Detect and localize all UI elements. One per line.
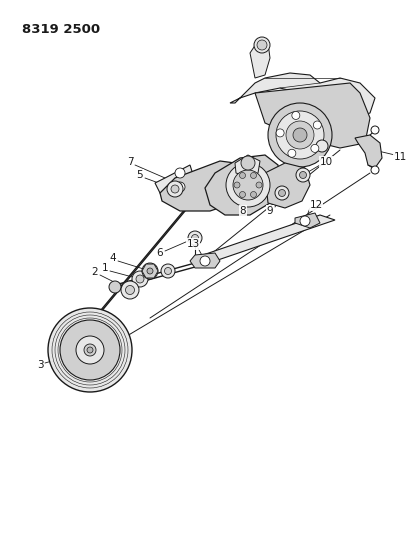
Text: 8: 8	[239, 206, 246, 216]
Polygon shape	[200, 215, 334, 261]
Circle shape	[250, 173, 256, 179]
Circle shape	[200, 256, 209, 266]
Polygon shape	[294, 213, 319, 228]
Text: 1: 1	[101, 263, 108, 273]
Polygon shape	[354, 135, 381, 168]
Circle shape	[164, 268, 171, 274]
Polygon shape	[155, 165, 195, 198]
Text: 12: 12	[309, 200, 322, 210]
Polygon shape	[160, 161, 259, 211]
Circle shape	[255, 182, 261, 188]
Text: 3: 3	[36, 360, 43, 370]
Circle shape	[147, 268, 153, 274]
Circle shape	[370, 166, 378, 174]
Polygon shape	[204, 155, 279, 215]
Circle shape	[315, 140, 327, 152]
Circle shape	[175, 182, 184, 192]
Circle shape	[250, 191, 256, 198]
Text: 6: 6	[156, 248, 163, 258]
Circle shape	[225, 163, 270, 207]
Circle shape	[136, 275, 144, 283]
Circle shape	[299, 216, 309, 226]
Circle shape	[188, 231, 202, 245]
Circle shape	[310, 144, 318, 152]
Text: 10: 10	[319, 157, 332, 167]
Circle shape	[256, 40, 266, 50]
Circle shape	[175, 168, 184, 178]
Circle shape	[60, 320, 120, 380]
Polygon shape	[229, 73, 374, 118]
Circle shape	[84, 344, 96, 356]
Polygon shape	[254, 83, 369, 148]
Circle shape	[312, 121, 321, 129]
Circle shape	[142, 263, 157, 279]
Circle shape	[161, 264, 175, 278]
Polygon shape	[189, 253, 220, 268]
Circle shape	[267, 103, 331, 167]
Polygon shape	[249, 41, 270, 78]
Circle shape	[87, 347, 93, 353]
Circle shape	[278, 190, 285, 197]
Polygon shape	[142, 264, 157, 278]
Circle shape	[191, 235, 198, 241]
Text: 13: 13	[186, 239, 199, 249]
Circle shape	[239, 173, 245, 179]
Text: 11: 11	[392, 152, 406, 162]
Circle shape	[239, 191, 245, 198]
Circle shape	[76, 336, 104, 364]
Circle shape	[234, 182, 239, 188]
Text: 8319 2500: 8319 2500	[22, 23, 100, 36]
Text: 5: 5	[136, 170, 143, 180]
Text: 7: 7	[126, 157, 133, 167]
Circle shape	[121, 281, 139, 299]
Circle shape	[171, 185, 179, 193]
Circle shape	[275, 129, 283, 137]
Circle shape	[291, 111, 299, 119]
Text: 4: 4	[110, 253, 116, 263]
Circle shape	[48, 308, 132, 392]
Circle shape	[240, 156, 254, 170]
Text: 9: 9	[266, 206, 273, 216]
Circle shape	[132, 271, 148, 287]
Circle shape	[125, 286, 134, 295]
Polygon shape	[264, 163, 309, 208]
Circle shape	[254, 37, 270, 53]
Circle shape	[166, 181, 182, 197]
Circle shape	[287, 149, 295, 157]
Text: 2: 2	[92, 267, 98, 277]
Circle shape	[285, 121, 313, 149]
Polygon shape	[234, 155, 259, 177]
Circle shape	[275, 111, 323, 159]
Circle shape	[370, 126, 378, 134]
Circle shape	[292, 128, 306, 142]
Circle shape	[274, 186, 288, 200]
Circle shape	[109, 281, 121, 293]
Circle shape	[295, 168, 309, 182]
Circle shape	[299, 172, 306, 179]
Circle shape	[232, 170, 262, 200]
